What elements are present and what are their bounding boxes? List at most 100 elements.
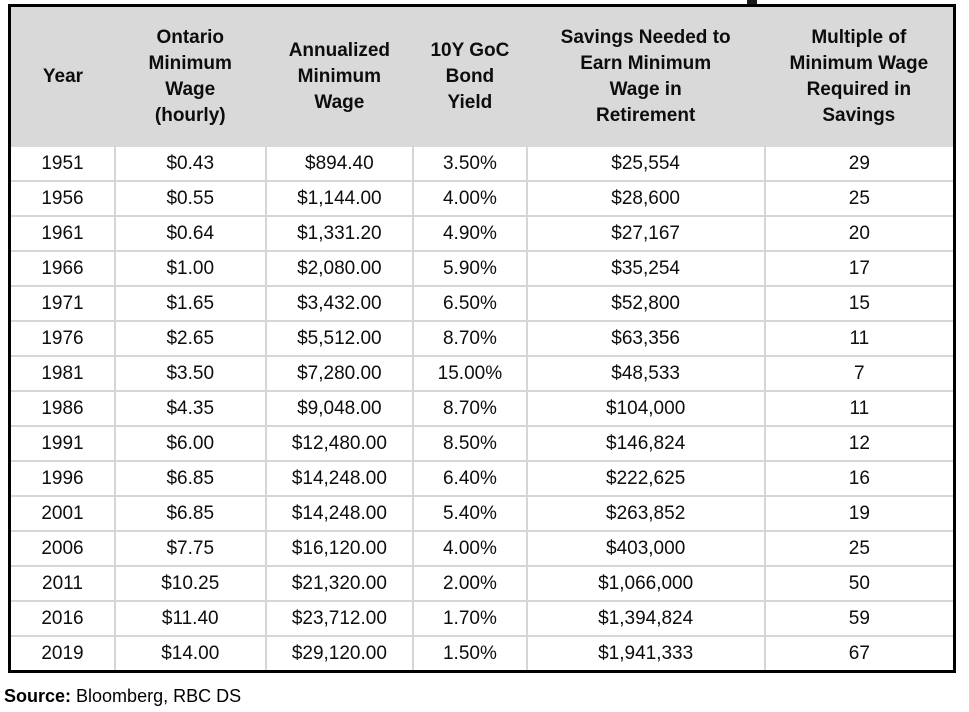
cell-annualized-minimum-wage: $14,248.00: [264, 495, 414, 531]
cell-savings-needed: $222,625: [525, 460, 765, 496]
table-row: 1951 $0.43 $894.40 3.50% $25,554 29: [9, 147, 955, 181]
cell-10y-goc-bond-yield: 1.70%: [412, 600, 527, 636]
cell-year: 2006: [9, 530, 115, 566]
table-body: 1951 $0.43 $894.40 3.50% $25,554 29 1956 $0.55 $…: [9, 147, 955, 672]
cell-multiple-required: 59: [763, 600, 955, 636]
cell-multiple-required: 17: [763, 250, 955, 286]
table-row: 1966 $1.00 $2,080.00 5.90% $35,254 17: [9, 250, 955, 286]
cell-year: 1951: [9, 147, 115, 181]
cell-10y-goc-bond-yield: 4.90%: [412, 215, 527, 251]
col-header-annualized-minimum-wage: Annualized Minimum Wage: [265, 5, 414, 147]
cell-annualized-minimum-wage: $2,080.00: [264, 250, 414, 286]
cell-ontario-minimum-wage-hourly: $6.85: [113, 460, 266, 496]
cell-ontario-minimum-wage-hourly: $7.75: [113, 530, 266, 566]
cell-annualized-minimum-wage: $16,120.00: [264, 530, 414, 566]
cell-annualized-minimum-wage: $9,048.00: [264, 390, 414, 426]
cell-10y-goc-bond-yield: 8.70%: [412, 320, 527, 356]
cell-10y-goc-bond-yield: 6.40%: [412, 460, 527, 496]
cell-year: 2001: [9, 495, 115, 531]
source-label: Source:: [4, 686, 72, 706]
table-header: Year Ontario Minimum Wage (hourly) Annua…: [9, 5, 955, 147]
cell-10y-goc-bond-yield: 8.50%: [412, 425, 527, 461]
cell-multiple-required: 11: [763, 390, 955, 426]
cell-savings-needed: $35,254: [525, 250, 765, 286]
cell-savings-needed: $104,000: [525, 390, 765, 426]
cell-10y-goc-bond-yield: 15.00%: [412, 355, 527, 391]
cell-multiple-required: 15: [763, 285, 955, 321]
cell-multiple-required: 25: [763, 180, 955, 216]
cell-ontario-minimum-wage-hourly: $3.50: [113, 355, 266, 391]
cell-annualized-minimum-wage: $21,320.00: [264, 565, 414, 601]
cell-year: 2019: [9, 635, 115, 672]
cell-year: 1986: [9, 390, 115, 426]
col-header-10y-goc-bond-yield: 10Y GoC Bond Yield: [413, 5, 527, 147]
col-header-year: Year: [9, 5, 115, 147]
cell-10y-goc-bond-yield: 2.00%: [412, 565, 527, 601]
cell-multiple-required: 50: [763, 565, 955, 601]
cell-ontario-minimum-wage-hourly: $1.00: [113, 250, 266, 286]
cell-savings-needed: $63,356: [525, 320, 765, 356]
cell-year: 1961: [9, 215, 115, 251]
cropped-title-fragment: [747, 0, 757, 4]
cell-ontario-minimum-wage-hourly: $4.35: [113, 390, 266, 426]
header-row: Year Ontario Minimum Wage (hourly) Annua…: [9, 5, 955, 147]
retirement-savings-table-wrap: Year Ontario Minimum Wage (hourly) Annua…: [8, 4, 956, 673]
source-text: Bloomberg, RBC DS: [71, 686, 242, 706]
col-header-multiple-required: Multiple of Minimum Wage Required in Sav…: [764, 5, 955, 147]
cell-annualized-minimum-wage: $5,512.00: [264, 320, 414, 356]
cell-savings-needed: $403,000: [525, 530, 765, 566]
cell-savings-needed: $146,824: [525, 425, 765, 461]
cell-10y-goc-bond-yield: 5.90%: [412, 250, 527, 286]
table-row: 1991 $6.00 $12,480.00 8.50% $146,824 12: [9, 425, 955, 461]
cell-10y-goc-bond-yield: 8.70%: [412, 390, 527, 426]
table-row: 2016 $11.40 $23,712.00 1.70% $1,394,824 59: [9, 600, 955, 636]
cell-10y-goc-bond-yield: 4.00%: [412, 530, 527, 566]
table-row: 2011 $10.25 $21,320.00 2.00% $1,066,000 50: [9, 565, 955, 601]
cell-year: 2016: [9, 600, 115, 636]
source-line: Source: Bloomberg, RBC DS: [4, 684, 241, 708]
cell-10y-goc-bond-yield: 3.50%: [412, 147, 527, 181]
cell-multiple-required: 11: [763, 320, 955, 356]
cell-ontario-minimum-wage-hourly: $2.65: [113, 320, 266, 356]
cell-savings-needed: $28,600: [525, 180, 765, 216]
cell-ontario-minimum-wage-hourly: $10.25: [113, 565, 266, 601]
cell-savings-needed: $27,167: [525, 215, 765, 251]
cell-annualized-minimum-wage: $12,480.00: [264, 425, 414, 461]
cell-savings-needed: $1,394,824: [525, 600, 765, 636]
table-row: 1971 $1.65 $3,432.00 6.50% $52,800 15: [9, 285, 955, 321]
cell-ontario-minimum-wage-hourly: $0.64: [113, 215, 266, 251]
cell-ontario-minimum-wage-hourly: $14.00: [113, 635, 266, 672]
cell-savings-needed: $52,800: [525, 285, 765, 321]
table-row: 1961 $0.64 $1,331.20 4.90% $27,167 20: [9, 215, 955, 251]
cell-annualized-minimum-wage: $14,248.00: [264, 460, 414, 496]
cell-savings-needed: $1,066,000: [525, 565, 765, 601]
table-row: 2006 $7.75 $16,120.00 4.00% $403,000 25: [9, 530, 955, 566]
cell-annualized-minimum-wage: $29,120.00: [264, 635, 414, 672]
cell-annualized-minimum-wage: $23,712.00: [264, 600, 414, 636]
cell-10y-goc-bond-yield: 4.00%: [412, 180, 527, 216]
cell-year: 1996: [9, 460, 115, 496]
cell-multiple-required: 25: [763, 530, 955, 566]
cell-multiple-required: 19: [763, 495, 955, 531]
cell-year: 1966: [9, 250, 115, 286]
cell-ontario-minimum-wage-hourly: $0.55: [113, 180, 266, 216]
cell-annualized-minimum-wage: $1,144.00: [264, 180, 414, 216]
cell-multiple-required: 67: [763, 635, 955, 672]
cell-10y-goc-bond-yield: 5.40%: [412, 495, 527, 531]
cell-annualized-minimum-wage: $3,432.00: [264, 285, 414, 321]
cell-year: 1981: [9, 355, 115, 391]
cell-year: 1976: [9, 320, 115, 356]
cell-year: 1991: [9, 425, 115, 461]
col-header-savings-needed: Savings Needed to Earn Minimum Wage in R…: [526, 5, 765, 147]
table-row: 1996 $6.85 $14,248.00 6.40% $222,625 16: [9, 460, 955, 496]
cell-ontario-minimum-wage-hourly: $1.65: [113, 285, 266, 321]
cell-multiple-required: 16: [763, 460, 955, 496]
col-header-ontario-minimum-wage-hourly: Ontario Minimum Wage (hourly): [114, 5, 266, 147]
cell-annualized-minimum-wage: $894.40: [264, 147, 414, 181]
cell-annualized-minimum-wage: $7,280.00: [264, 355, 414, 391]
cell-10y-goc-bond-yield: 1.50%: [412, 635, 527, 672]
table-row: 1981 $3.50 $7,280.00 15.00% $48,533 7: [9, 355, 955, 391]
cell-multiple-required: 20: [763, 215, 955, 251]
cell-ontario-minimum-wage-hourly: $11.40: [113, 600, 266, 636]
cell-ontario-minimum-wage-hourly: $6.85: [113, 495, 266, 531]
